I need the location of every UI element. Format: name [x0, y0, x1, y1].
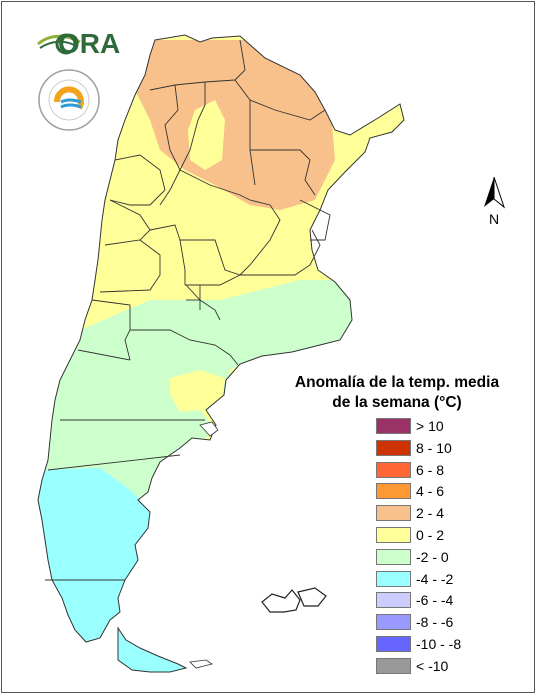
legend-label: 8 - 10 [416, 439, 452, 456]
legend-item: -10 - -8 [376, 636, 496, 652]
legend-label: 6 - 8 [416, 461, 445, 478]
legend-item: -4 - -2 [376, 570, 496, 587]
legend-item: < -10 [376, 657, 496, 674]
legend-item: 0 - 2 [376, 527, 496, 543]
legend-swatch [376, 483, 411, 500]
legend-label: 2 - 4 [416, 505, 445, 522]
legend-item: -6 - -4 [376, 592, 496, 609]
legend-swatch [376, 570, 411, 587]
smn-seal [37, 68, 101, 132]
smn-seal-icon [38, 69, 100, 131]
legend-swatch [376, 439, 411, 456]
ora-logo: ORA [36, 28, 120, 59]
legend-swatch [376, 527, 411, 543]
legend-label: -10 - -8 [416, 636, 462, 652]
legend-label: -4 - -2 [416, 570, 454, 587]
legend-swatch [376, 657, 411, 674]
legend-item: -8 - -6 [376, 614, 496, 631]
legend-item: 2 - 4 [376, 505, 496, 522]
legend-label: -2 - 0 [416, 548, 449, 565]
legend-swatch [376, 461, 411, 478]
legend-label: 0 - 2 [416, 527, 445, 543]
north-arrow-icon [484, 176, 506, 209]
legend-label: -6 - -4 [416, 592, 454, 609]
legend-title-line1: Anomalía de la temp. media [294, 374, 500, 391]
legend-swatch [376, 614, 411, 631]
north-label: N [489, 211, 500, 227]
legend-swatch [376, 505, 411, 522]
north-arrow: N [480, 175, 510, 230]
legend-item: -2 - 0 [376, 548, 496, 565]
legend-label: < -10 [416, 657, 449, 674]
legend-swatch [376, 636, 411, 652]
legend-label: > 10 [416, 418, 444, 434]
legend-item: 8 - 10 [376, 439, 496, 456]
legend-label: -8 - -6 [416, 614, 454, 631]
legend-item: > 10 [376, 418, 496, 434]
ora-logo-text: ORA [58, 28, 121, 59]
legend-title: Anomalía de la temp. media de la semana … [284, 373, 510, 413]
legend-swatch [376, 592, 411, 609]
legend-item: 4 - 6 [376, 483, 496, 500]
legend-label: 4 - 6 [416, 483, 445, 500]
legend-swatch [376, 418, 411, 434]
legend-title-line2: de la semana (°C) [332, 394, 462, 411]
legend-swatch [376, 548, 411, 565]
legend-item: 6 - 8 [376, 461, 496, 478]
ora-leaf-icon [37, 33, 81, 55]
